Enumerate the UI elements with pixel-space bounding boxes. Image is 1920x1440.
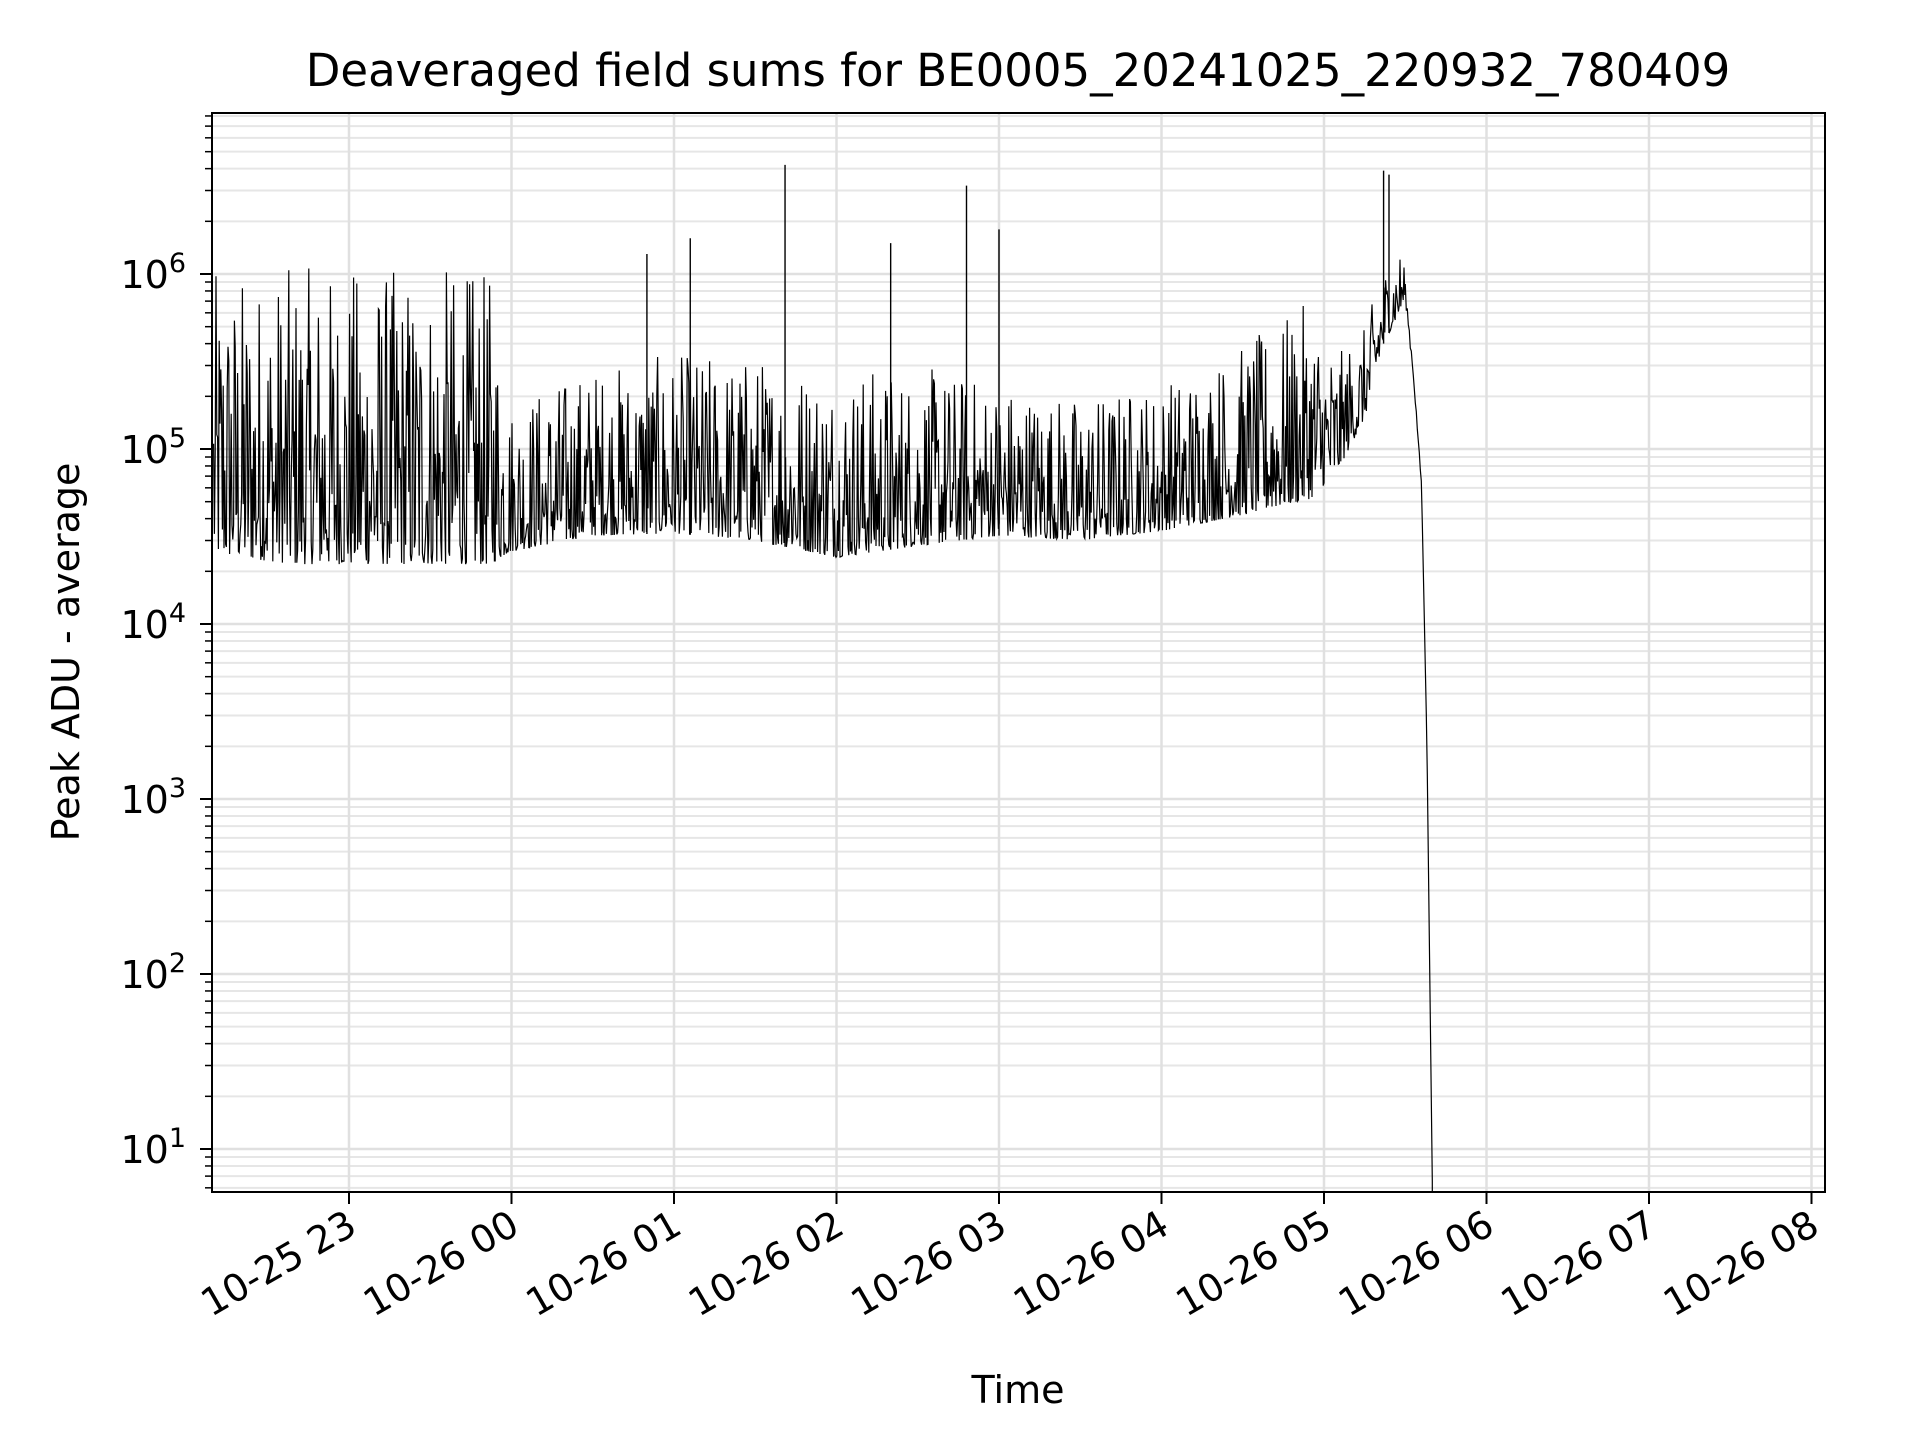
chart-title: Deaveraged field sums for BE0005_2024102… <box>306 44 1731 97</box>
y-tick-label: 106 <box>120 248 186 297</box>
y-tick-label: 102 <box>120 948 186 997</box>
y-tick-label: 101 <box>120 1123 186 1172</box>
y-tick-label: 104 <box>120 598 186 647</box>
grid <box>212 113 1825 1192</box>
y-axis-label: Peak ADU - average <box>44 463 88 842</box>
series-line <box>213 259 1433 1192</box>
y-tick-label: 105 <box>120 423 186 472</box>
plot-frame <box>211 112 1826 1193</box>
x-axis-label: Time <box>971 1368 1065 1412</box>
series-layer <box>213 164 1433 1192</box>
y-tick-label: 103 <box>120 773 186 822</box>
